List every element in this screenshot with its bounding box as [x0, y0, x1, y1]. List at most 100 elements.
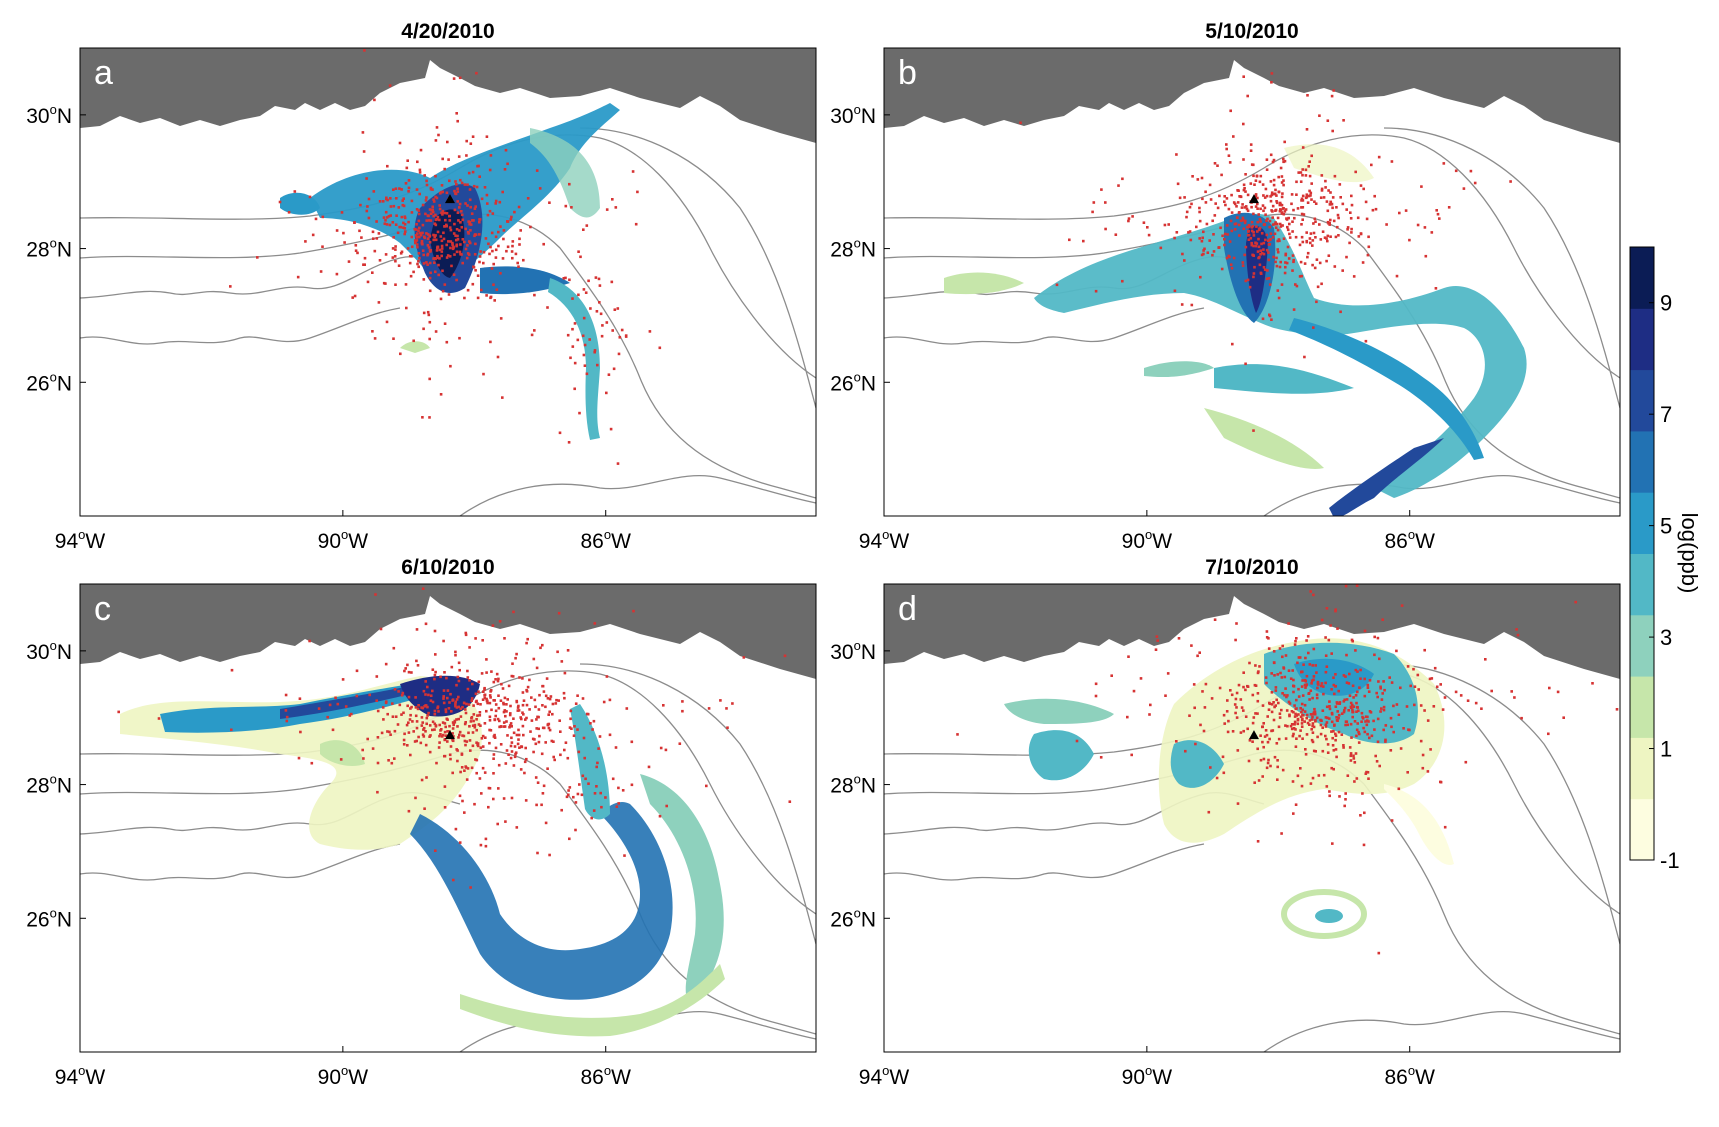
particle — [401, 691, 405, 695]
particle — [1201, 236, 1204, 240]
particle — [431, 188, 434, 191]
contour-line — [884, 307, 1205, 345]
particle — [1267, 708, 1271, 711]
particle — [1356, 216, 1360, 220]
particle — [488, 715, 492, 719]
particle — [497, 763, 501, 767]
particle — [431, 210, 435, 214]
particle — [1311, 724, 1314, 728]
particle — [600, 334, 604, 338]
particle — [410, 671, 413, 674]
particle — [1308, 160, 1311, 163]
particle — [1364, 715, 1368, 718]
particle — [1480, 707, 1483, 710]
particle — [483, 771, 487, 774]
particle — [1244, 245, 1248, 249]
particle — [1256, 250, 1260, 253]
particle — [1075, 739, 1079, 743]
particle — [1257, 256, 1260, 260]
particle — [1308, 723, 1311, 726]
particle — [426, 252, 430, 256]
particle — [386, 198, 389, 202]
particle — [390, 761, 394, 765]
particle — [1374, 754, 1377, 758]
particle — [1276, 765, 1279, 769]
particle — [1311, 715, 1314, 719]
particle — [1392, 704, 1395, 708]
particle — [1235, 205, 1238, 208]
particle — [1331, 744, 1335, 747]
particle — [1269, 232, 1273, 235]
particle — [455, 683, 458, 687]
particle — [359, 203, 362, 207]
particle — [1365, 723, 1369, 727]
particle — [1350, 736, 1353, 739]
particle — [599, 312, 603, 316]
particle — [463, 183, 467, 186]
particle — [418, 231, 422, 235]
particle — [1513, 696, 1516, 699]
particle — [1148, 713, 1151, 716]
particle — [428, 416, 431, 419]
particle — [1406, 771, 1409, 774]
particle — [1262, 209, 1265, 213]
particle — [395, 214, 398, 217]
particle — [1402, 727, 1405, 730]
particle — [584, 291, 588, 294]
particle — [1377, 574, 1380, 577]
particle — [465, 154, 468, 157]
particle — [521, 724, 525, 728]
particle — [423, 807, 426, 810]
particle — [1326, 234, 1330, 238]
particle — [521, 703, 525, 707]
particle — [1336, 225, 1339, 229]
particle — [464, 765, 467, 768]
particle — [466, 669, 469, 673]
particle — [1309, 782, 1313, 785]
particle — [1305, 713, 1309, 717]
particle — [464, 633, 468, 637]
particle — [460, 253, 463, 256]
particle — [1091, 210, 1094, 214]
particle — [1274, 188, 1277, 192]
particle — [1294, 745, 1298, 748]
particle — [376, 736, 380, 739]
particle — [444, 734, 448, 737]
particle — [418, 256, 421, 260]
particle — [1291, 669, 1294, 672]
particle — [1384, 738, 1387, 742]
particle — [1354, 170, 1357, 174]
particle — [1213, 214, 1217, 217]
particle — [564, 276, 567, 280]
particle — [1364, 772, 1368, 775]
particle — [521, 711, 524, 714]
particle — [510, 250, 514, 253]
particle — [1428, 677, 1432, 681]
particle — [1326, 561, 1329, 564]
particle — [1248, 285, 1252, 289]
particle — [475, 699, 478, 703]
particle — [1254, 684, 1258, 687]
particle — [1244, 190, 1247, 193]
particle — [1439, 780, 1443, 784]
particle — [648, 330, 652, 333]
particle — [1198, 210, 1201, 214]
particle — [403, 223, 407, 226]
particle — [1290, 727, 1294, 731]
particle — [442, 701, 446, 705]
particle — [1354, 668, 1358, 672]
particle — [459, 221, 462, 224]
particle — [488, 168, 492, 172]
particle — [454, 234, 457, 237]
particle — [1270, 691, 1274, 694]
particle — [1229, 109, 1232, 113]
particle — [466, 244, 469, 247]
particle — [1262, 722, 1265, 725]
particle — [438, 741, 441, 744]
particle — [1443, 696, 1447, 699]
particle — [440, 247, 444, 250]
particle — [423, 174, 426, 177]
particle — [1209, 198, 1213, 201]
particle — [284, 693, 288, 697]
particle — [366, 280, 370, 284]
